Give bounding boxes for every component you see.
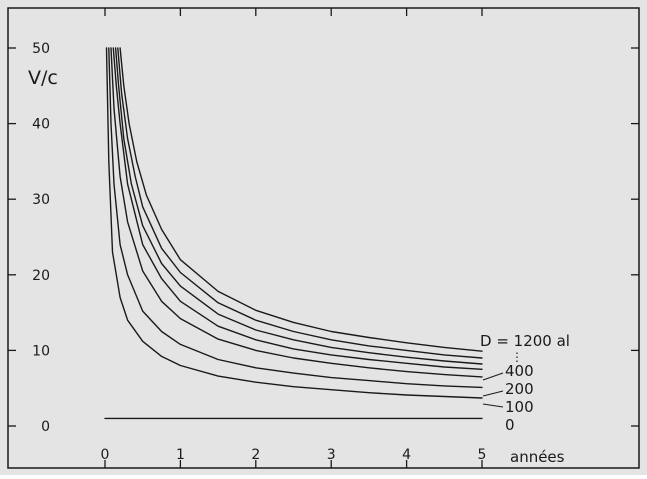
x-tick-label: 3 — [327, 447, 336, 463]
legend-label-ellipsis: ⋮ — [511, 350, 523, 364]
axis-ticks: 0 10 20 30 40 50 0 1 2 3 4 5 — [8, 8, 639, 468]
label-group: V/c années D = 1200 al ⋮ 400 200 100 0 — [28, 67, 570, 466]
legend-label-200: 200 — [505, 380, 534, 398]
y-tick-label: 10 — [32, 343, 50, 359]
leader-line-200 — [482, 390, 504, 397]
series-line-7 — [119, 47, 483, 352]
x-tick-label: 5 — [478, 447, 487, 463]
x-tick-label: 1 — [176, 447, 185, 463]
series-line-5 — [114, 47, 483, 365]
series-line-1 — [105, 47, 483, 399]
legend-label-100: 100 — [505, 398, 534, 416]
series-line-4 — [112, 47, 483, 370]
series-line-6 — [117, 47, 483, 359]
legend-label-0: 0 — [505, 416, 515, 434]
x-axis-title: années — [510, 448, 565, 466]
x-tick-label: 0 — [101, 447, 110, 463]
x-tick-label: 4 — [402, 447, 411, 463]
y-tick-label: 30 — [32, 192, 50, 208]
series-group — [104, 47, 483, 420]
legend-label-1200: D = 1200 al — [480, 332, 570, 350]
plot-frame — [7, 7, 640, 469]
legend-label-400: 400 — [505, 362, 534, 380]
y-tick-label: 40 — [32, 117, 50, 133]
y-tick-label: 50 — [32, 41, 50, 57]
x-tick-label: 2 — [251, 447, 260, 463]
y-tick-label: 0 — [41, 419, 50, 435]
y-tick-label: 20 — [32, 268, 50, 284]
series-line-2 — [108, 47, 483, 389]
leader-line-100 — [482, 403, 504, 408]
series-line-3 — [110, 47, 483, 378]
y-axis-title: V/c — [28, 67, 58, 89]
leader-line-400 — [482, 372, 504, 381]
